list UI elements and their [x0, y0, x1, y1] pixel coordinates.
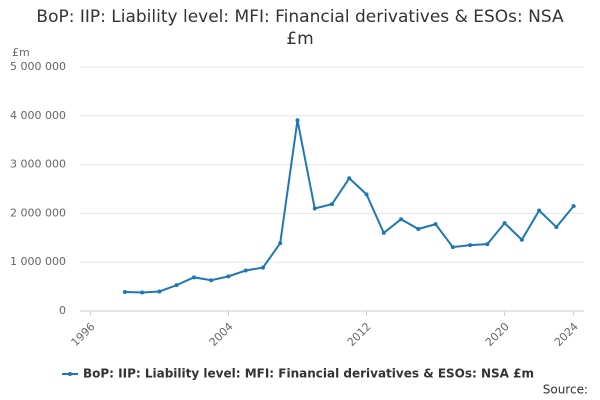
x-tick-label: 1996 — [69, 320, 98, 349]
data-point — [554, 225, 559, 230]
x-tick-label: 2004 — [207, 320, 236, 349]
data-point — [122, 289, 127, 294]
data-point — [330, 202, 334, 207]
data-point — [364, 192, 369, 197]
y-unit: £m — [12, 46, 30, 59]
data-point — [278, 241, 283, 246]
data-point — [191, 275, 196, 280]
data-point — [571, 204, 576, 209]
data-point — [312, 206, 317, 211]
y-tick-label: 4 000 000 — [10, 109, 66, 122]
y-tick-label: 1 000 000 — [10, 255, 66, 268]
data-point — [347, 176, 352, 181]
legend-label: BoP: IIP: Liability level: MFI: Financia… — [83, 367, 534, 381]
x-tick-label: 2024 — [552, 320, 581, 349]
source: Source: — [543, 383, 588, 397]
data-point — [174, 283, 179, 288]
data-point — [260, 265, 265, 270]
legend-swatch-dot — [68, 372, 72, 376]
data-point — [209, 278, 214, 283]
data-point — [519, 237, 524, 242]
data-point — [399, 217, 404, 222]
data-point — [226, 274, 231, 279]
data-point — [416, 227, 421, 232]
data-point — [450, 245, 455, 250]
data-point — [433, 222, 438, 227]
x-tick-label: 2012 — [345, 320, 374, 349]
data-point — [140, 290, 145, 295]
data-point — [485, 242, 490, 247]
data-point — [468, 243, 473, 248]
y-tick-label: 5 000 000 — [10, 60, 66, 73]
data-point — [381, 230, 386, 235]
chart-title: BoP: IIP: Liability level: MFI: Financia… — [36, 7, 564, 49]
data-point — [295, 118, 300, 123]
data-point — [157, 289, 162, 294]
data-point — [502, 221, 507, 226]
y-tick-label: 0 — [59, 304, 66, 317]
y-tick-label: 3 000 000 — [10, 158, 66, 171]
y-tick-label: 2 000 000 — [10, 206, 66, 219]
series-line — [124, 120, 575, 294]
x-tick-label: 2020 — [483, 320, 512, 349]
data-point — [243, 268, 248, 273]
data-point — [537, 208, 542, 213]
